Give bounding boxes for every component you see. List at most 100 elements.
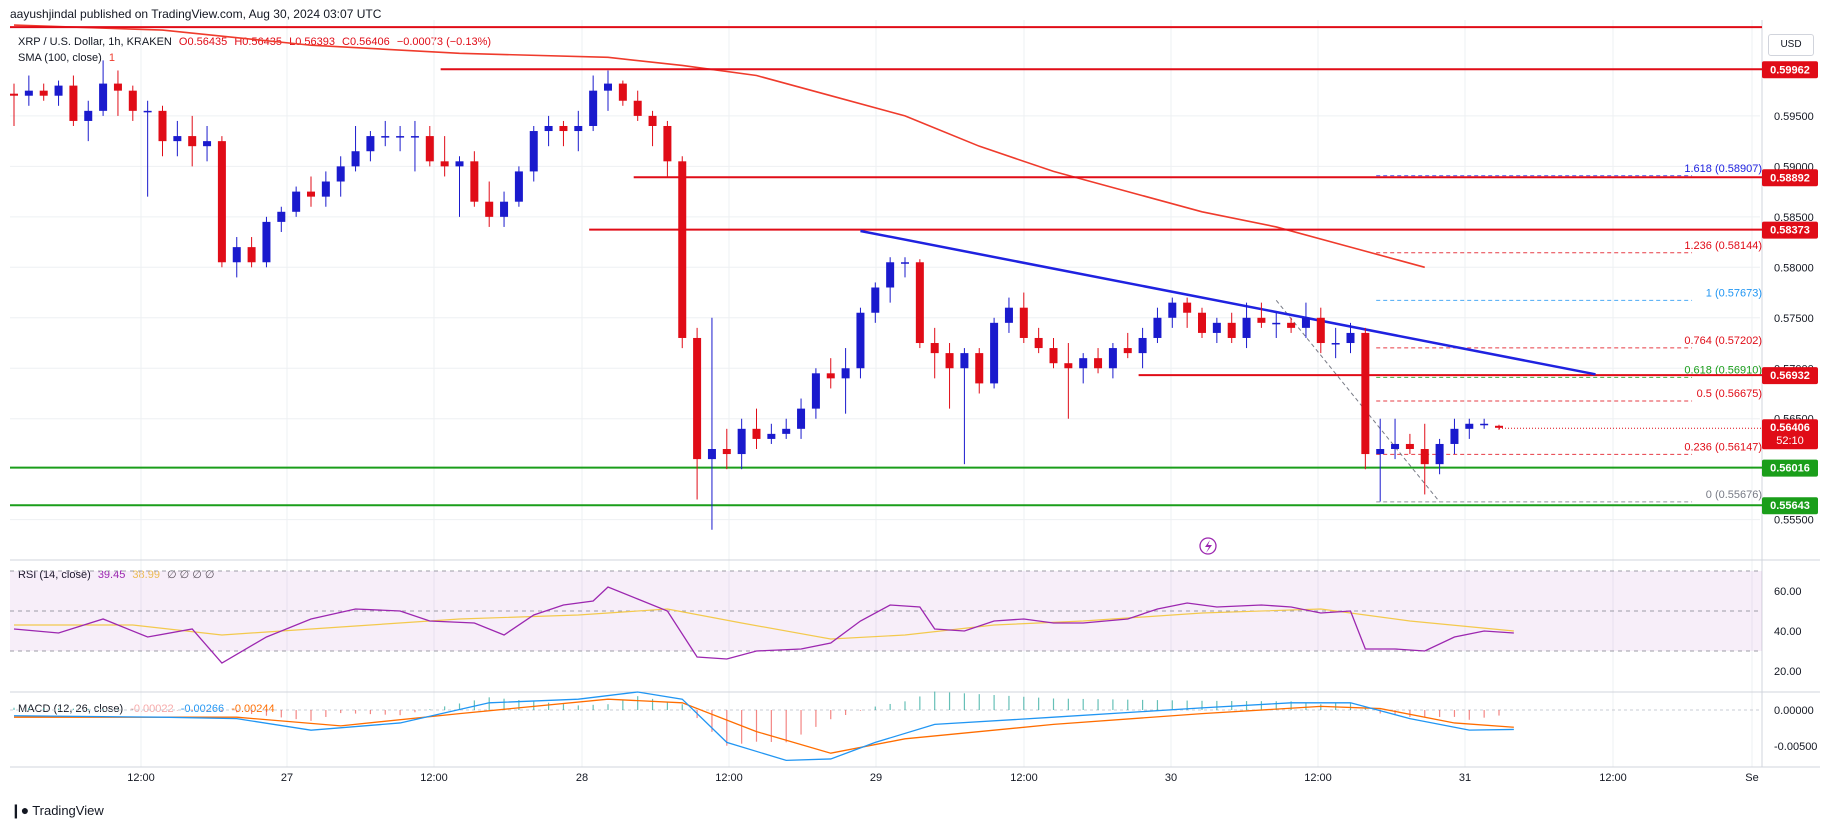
tradingview-logo[interactable]: ❙● TradingView (10, 802, 104, 819)
bullish-candle (277, 211, 286, 222)
bearish-candle (1064, 363, 1073, 369)
macd-legend-signal: -0.00244 (231, 703, 275, 715)
bullish-candle (455, 161, 464, 167)
price-chart[interactable]: 12:00 27 12:00 28 12:00 29 12:00 30 12:00 31 12:00… (0, 0, 1835, 800)
x-axis-tick-label: 12:00 (420, 772, 448, 784)
bearish-candle (188, 136, 197, 147)
resistance-price-tag-label: 0.58892 (1770, 172, 1810, 184)
bearish-candle (247, 247, 256, 263)
rsi-axis-label: 20.00 (1774, 666, 1802, 678)
rsi-line (13, 586, 1514, 664)
macd-legend-label: MACD (12, 26, close) (18, 703, 124, 715)
legend-open: O0.56435 (178, 36, 228, 48)
fib-level-label: 1 (0.57673) (1706, 287, 1762, 299)
bearish-candle (1495, 425, 1503, 428)
bullish-candle (232, 247, 241, 263)
bearish-candle (1198, 312, 1206, 333)
bullish-candle (381, 136, 390, 138)
bullish-candle (782, 428, 791, 434)
bullish-candle (351, 151, 360, 167)
bearish-candle (440, 161, 449, 167)
bearish-candle (752, 428, 761, 439)
rsi-legend-extra: ∅ ∅ ∅ ∅ (167, 569, 215, 581)
bullish-candle (1108, 348, 1117, 369)
bullish-candle (514, 171, 523, 202)
bullish-candle (529, 131, 538, 172)
rsi-legend-ma: 38.99 (132, 569, 160, 581)
bearish-candle (826, 373, 835, 379)
bearish-candle (559, 125, 568, 132)
bullish-candle (589, 90, 598, 126)
bearish-candle (678, 161, 687, 338)
fib-level-label: 0.618 (0.56910) (1684, 364, 1762, 376)
bullish-candle (886, 262, 895, 288)
resistance-price-tag-label: 0.56932 (1770, 370, 1810, 382)
y-axis-tick-label: 0.58000 (1774, 262, 1814, 274)
bullish-candle (1450, 428, 1459, 444)
macd-axis-label: 0.00000 (1774, 705, 1814, 717)
bullish-candle (1465, 423, 1474, 429)
bearish-candle (485, 201, 494, 217)
bearish-candle (217, 141, 226, 263)
bearish-candle (1094, 358, 1103, 369)
bearish-candle (722, 449, 731, 455)
bullish-candle (366, 136, 375, 152)
fib-level-label: 1.618 (0.58907) (1684, 163, 1762, 175)
x-axis-tick-label: 12:00 (1010, 772, 1038, 784)
resistance-price-tag (1762, 169, 1818, 187)
lightning-icon (1199, 537, 1217, 555)
macd-signal-line (14, 698, 1514, 754)
bullish-candle (99, 83, 108, 111)
bearish-candle (307, 191, 315, 197)
lightning-icon-glyph (1205, 540, 1212, 553)
bullish-candle (1272, 322, 1281, 325)
bearish-candle (945, 353, 954, 369)
bullish-candle (544, 125, 553, 132)
bearish-candle (1183, 302, 1192, 313)
bullish-candle (54, 85, 63, 96)
bearish-candle (1034, 337, 1043, 349)
bullish-candle (901, 262, 909, 264)
bearish-candle (1361, 332, 1370, 455)
currency-selector[interactable]: USD (1768, 34, 1814, 56)
bullish-candle (24, 90, 33, 96)
sma-100-line (13, 24, 1425, 269)
bullish-candle (1242, 317, 1251, 338)
bearish-candle (1257, 317, 1266, 323)
bullish-candle (396, 136, 405, 138)
bearish-candle (39, 90, 48, 96)
bearish-candle (648, 115, 657, 126)
tradingview-logo-icon: ❙● (10, 802, 29, 818)
rsi-legend: RSI (14, close) 39.45 38.99 ∅ ∅ ∅ ∅ (18, 568, 219, 581)
tradingview-brand: TradingView (32, 803, 104, 818)
bullish-candle (1346, 332, 1355, 344)
bullish-candle (990, 322, 999, 384)
resistance-price-tag-label: 0.58373 (1770, 225, 1810, 237)
legend-change: −0.00073 (−0.13%) (396, 36, 492, 48)
bullish-candle (1391, 443, 1400, 450)
bullish-candle (737, 428, 746, 455)
legend-symbol: XRP / U.S. Dollar, 1h, KRAKEN (18, 36, 172, 48)
bullish-candle (336, 166, 345, 182)
x-axis-tick-label: 31 (1459, 772, 1471, 784)
bullish-candle (262, 221, 271, 263)
rsi-band (10, 571, 1762, 651)
bullish-candle (1376, 449, 1385, 455)
bullish-candle (1435, 443, 1444, 465)
macd-axis-label: -0.00500 (1774, 741, 1817, 753)
bullish-candle (1168, 302, 1177, 318)
macd-line (13, 691, 1514, 762)
x-axis-tick-label: 29 (870, 772, 882, 784)
bullish-candle (960, 353, 969, 369)
bullish-candle (1138, 337, 1147, 354)
fib-level-label: 0 (0.55676) (1706, 489, 1762, 501)
bullish-candle (410, 136, 419, 138)
bullish-candle (797, 408, 806, 429)
bullish-candle (500, 201, 509, 217)
publish-header: aayushjindal published on TradingView.co… (10, 7, 382, 21)
bullish-candle (811, 373, 820, 409)
y-axis-tick-label: 0.55500 (1774, 515, 1814, 527)
bullish-candle (173, 136, 182, 142)
fib-connector-line (1275, 300, 1440, 503)
bearish-candle (1049, 348, 1058, 364)
